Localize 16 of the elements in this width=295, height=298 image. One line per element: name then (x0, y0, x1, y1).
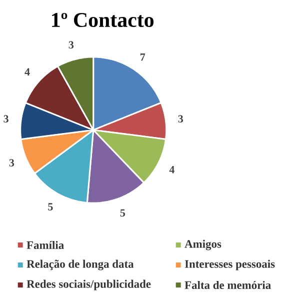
data-label: 5 (48, 203, 53, 210)
legend-label: Falta de memória (184, 280, 271, 290)
data-label: 3 (4, 115, 8, 123)
chart-title: 1º Contacto (52, 12, 154, 28)
data-label: 7 (140, 54, 145, 61)
data-label: 4 (169, 166, 174, 174)
data-label: 4 (24, 68, 30, 76)
legend-label: Amigos (184, 240, 221, 250)
legend-label: Redes sociais/publicidade (26, 280, 151, 290)
legend-label: Família (26, 240, 64, 250)
data-label: 5 (120, 209, 125, 217)
data-label: 3 (68, 41, 74, 49)
legend-label: Interesses pessoais (184, 260, 275, 270)
data-label: 3 (9, 159, 14, 166)
data-label: 3 (178, 115, 183, 123)
legend-label: Relação de longa data (26, 260, 134, 270)
